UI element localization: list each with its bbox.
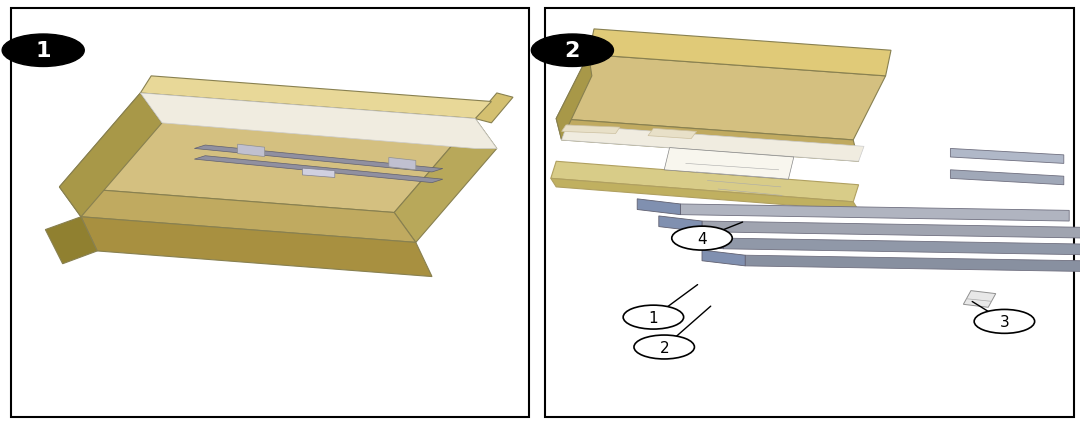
Circle shape	[634, 335, 694, 359]
Circle shape	[531, 35, 613, 67]
Polygon shape	[950, 170, 1064, 185]
Polygon shape	[702, 222, 1080, 239]
FancyBboxPatch shape	[11, 9, 529, 417]
Polygon shape	[562, 126, 620, 134]
Polygon shape	[702, 250, 745, 266]
Polygon shape	[664, 148, 794, 180]
Polygon shape	[556, 119, 859, 162]
Polygon shape	[724, 239, 1080, 256]
Polygon shape	[238, 145, 265, 157]
Polygon shape	[745, 256, 1080, 273]
Polygon shape	[551, 162, 859, 202]
Circle shape	[2, 35, 84, 67]
Polygon shape	[551, 179, 859, 211]
Polygon shape	[659, 216, 702, 232]
Polygon shape	[556, 55, 592, 141]
Polygon shape	[389, 158, 416, 170]
Polygon shape	[140, 77, 491, 119]
Text: 2: 2	[660, 340, 669, 355]
Polygon shape	[394, 119, 497, 243]
Circle shape	[672, 227, 732, 250]
Polygon shape	[81, 217, 432, 277]
Polygon shape	[59, 94, 475, 213]
Polygon shape	[589, 30, 891, 77]
Polygon shape	[950, 149, 1064, 164]
Polygon shape	[963, 291, 996, 308]
Polygon shape	[302, 169, 335, 178]
Polygon shape	[680, 233, 724, 249]
Polygon shape	[680, 204, 1069, 222]
Polygon shape	[45, 217, 97, 264]
Polygon shape	[648, 129, 697, 139]
Polygon shape	[194, 156, 443, 183]
Text: 1: 1	[36, 41, 51, 61]
Circle shape	[974, 310, 1035, 334]
Text: 4: 4	[698, 231, 706, 246]
Polygon shape	[475, 94, 513, 124]
Text: 3: 3	[999, 314, 1010, 329]
Text: 2: 2	[565, 41, 580, 61]
Polygon shape	[194, 146, 443, 173]
Polygon shape	[59, 187, 416, 243]
FancyBboxPatch shape	[545, 9, 1074, 417]
Polygon shape	[556, 55, 886, 141]
Polygon shape	[140, 94, 497, 149]
Polygon shape	[637, 199, 680, 215]
Polygon shape	[562, 126, 864, 162]
Polygon shape	[59, 94, 162, 217]
Circle shape	[623, 305, 684, 329]
Text: 1: 1	[649, 310, 658, 325]
